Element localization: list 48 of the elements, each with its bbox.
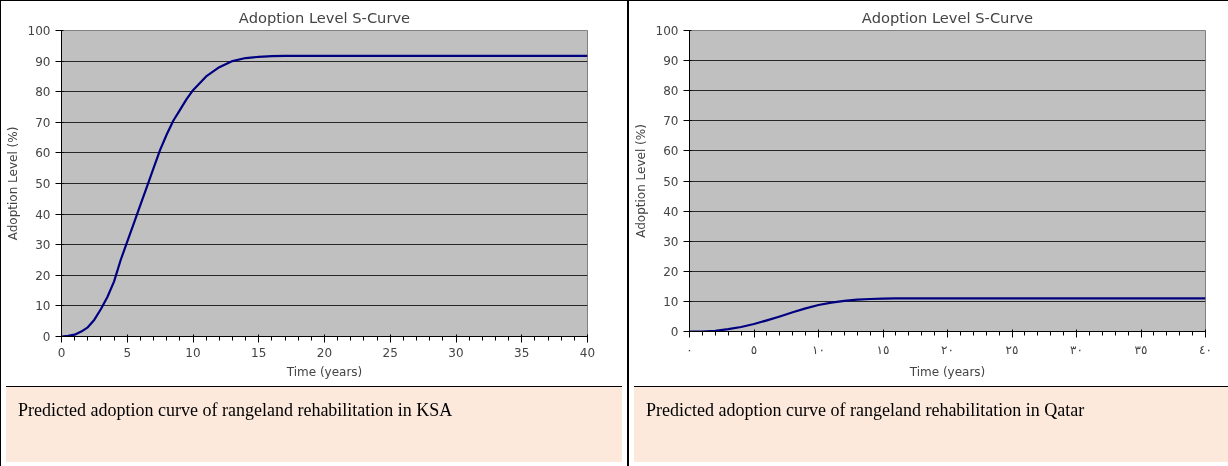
y-tick-label: 80 (35, 85, 51, 100)
x-tick-label: ٤٠ (1199, 342, 1212, 357)
y-tick-label: 0 (42, 330, 51, 344)
y-tick-label: 60 (35, 146, 51, 161)
x-tick-label: 5 (123, 345, 132, 360)
x-tick-label: ١٠ (812, 342, 825, 357)
chart-title: Adoption Level S-Curve (861, 8, 1034, 26)
x-tick-label: ٥ (750, 342, 758, 357)
x-axis-title: Time (years) (285, 364, 363, 379)
y-tick-label: 30 (663, 234, 679, 249)
y-tick-label: 90 (663, 54, 679, 69)
y-tick-label: 20 (663, 264, 679, 279)
text: Predicted adoption curve of rangeland rehabilitation in KSA (18, 399, 453, 422)
x-tick-label: 40 (579, 345, 596, 360)
x-tick-label: ٢٥ (1005, 342, 1019, 357)
y-tick-label: 40 (35, 207, 51, 222)
y-axis-title: Adoption Level (%) (5, 126, 20, 241)
x-tick-label: 10 (185, 345, 201, 360)
y-tick-label: 60 (663, 144, 679, 159)
y-tick-label: 20 (35, 268, 51, 283)
x-tick-label: ٣٥ (1134, 342, 1148, 357)
y-tick-label: 0 (670, 325, 679, 339)
x-tick-label: 25 (382, 345, 398, 360)
text: Predicted adoption curve of rangeland rehabilitation in Qatar (646, 399, 1085, 422)
x-axis-title: Time (years) (908, 364, 986, 379)
x-tick-label: 0 (57, 345, 66, 360)
x-tick-label: ٢٠ (941, 342, 954, 357)
chart-title: Adoption Level S-Curve (238, 8, 411, 26)
y-tick-label: 50 (663, 174, 679, 189)
y-tick-label: 10 (663, 294, 679, 309)
x-tick-label: 30 (448, 345, 464, 360)
x-tick-label: ٣٠ (1070, 342, 1083, 357)
x-tick-label: ٠ (686, 342, 693, 357)
y-tick-label: 70 (663, 114, 679, 129)
x-tick-label: 20 (316, 345, 333, 360)
y-tick-label: 50 (35, 177, 51, 191)
y-tick-label: 100 (655, 24, 679, 38)
x-tick-label: 35 (514, 345, 530, 360)
y-tick-label: 70 (35, 115, 51, 130)
y-axis-title: Adoption Level (%) (633, 124, 648, 238)
x-tick-label: 15 (251, 345, 267, 360)
x-tick-label: ١٥ (876, 342, 890, 357)
y-tick-label: 10 (35, 299, 51, 314)
y-tick-label: 90 (35, 54, 51, 69)
y-tick-label: 30 (35, 238, 51, 253)
y-tick-label: 80 (663, 84, 679, 99)
y-tick-label: 100 (27, 24, 51, 38)
y-tick-label: 40 (663, 204, 679, 219)
